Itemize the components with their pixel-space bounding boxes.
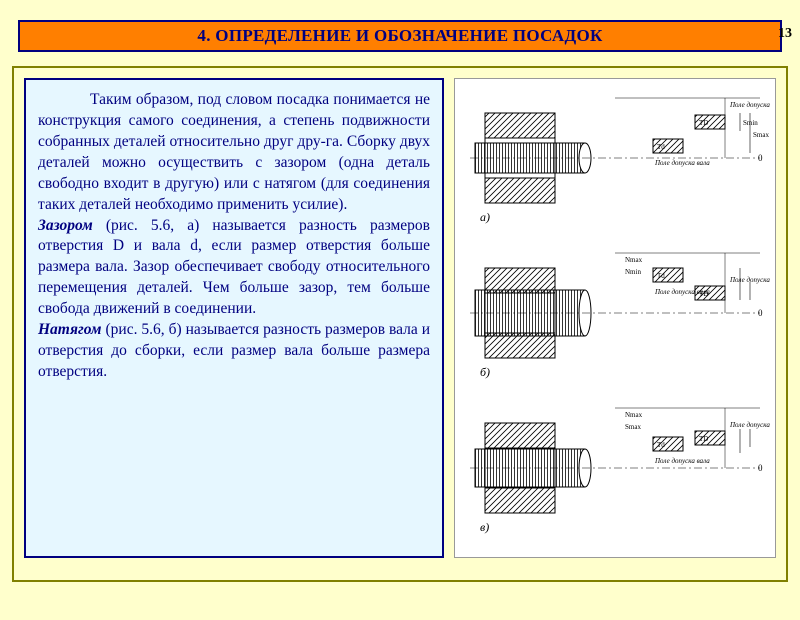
- content-frame: Таким образом, под словом посадка понима…: [12, 66, 788, 582]
- paragraph-zazor: Зазором (рис. 5.6, а) называется разност…: [38, 216, 430, 321]
- text-panel: Таким образом, под словом посадка понима…: [24, 78, 444, 558]
- paragraph-zazor-body: (рис. 5.6, а) называется разность размер…: [38, 217, 430, 318]
- paragraph-intro: Таким образом, под словом посадка понима…: [38, 90, 430, 216]
- label-tD-a: TD: [699, 119, 708, 127]
- svg-text:0: 0: [758, 308, 763, 318]
- svg-text:0: 0: [758, 153, 763, 163]
- label-tD-c: TD: [699, 435, 708, 443]
- label-smax-c: Smax: [625, 423, 641, 431]
- term-natyag: Натягом: [38, 321, 102, 338]
- label-td-b: Td: [657, 272, 665, 280]
- section-title: 4. ОПРЕДЕЛЕНИЕ И ОБОЗНАЧЕНИЕ ПОСАДОК: [197, 26, 602, 45]
- panel-label-b: б): [480, 365, 490, 379]
- label-tol-shaft-c: Поле допуска вала: [654, 457, 710, 465]
- label-smin-a: Smin: [743, 119, 758, 127]
- label-td-c: Td: [657, 441, 665, 449]
- paragraph-natyag: Натягом (рис. 5.6, б) называется разност…: [38, 320, 430, 383]
- label-td-a: Td: [657, 143, 665, 151]
- label-nmin-b: Nmin: [625, 268, 641, 276]
- term-zazor: Зазором: [38, 217, 93, 234]
- label-nmax-b: Nmax: [625, 256, 643, 264]
- panel-label-c: в): [480, 520, 489, 534]
- figure-panel: Поле допуска отверстия Поле допуска вала…: [454, 78, 776, 558]
- label-tol-hole-a: Поле допуска отверстия: [729, 101, 771, 109]
- label-tD-b: TD: [699, 290, 708, 298]
- label-smax-a: Smax: [753, 131, 769, 139]
- section-title-bar: 4. ОПРЕДЕЛЕНИЕ И ОБОЗНАЧЕНИЕ ПОСАДОК: [18, 20, 782, 52]
- panel-c: Поле допуска отверстия Поле допуска вала…: [470, 408, 771, 534]
- label-tol-shaft-a: Поле допуска вала: [654, 159, 710, 167]
- panel-label-a: а): [480, 210, 490, 224]
- label-nmax-c: Nmax: [625, 411, 643, 419]
- figure-svg: Поле допуска отверстия Поле допуска вала…: [459, 83, 771, 553]
- svg-text:0: 0: [758, 463, 763, 473]
- panel-b: Поле допуска отверстия Поле допуска вала…: [470, 253, 771, 379]
- label-tol-hole-c: Поле допуска отверстия: [729, 421, 771, 429]
- label-tol-hole-b: Поле допуска отверстия: [729, 276, 771, 284]
- page-number: 13: [778, 26, 792, 42]
- panel-a: Поле допуска отверстия Поле допуска вала…: [470, 98, 771, 224]
